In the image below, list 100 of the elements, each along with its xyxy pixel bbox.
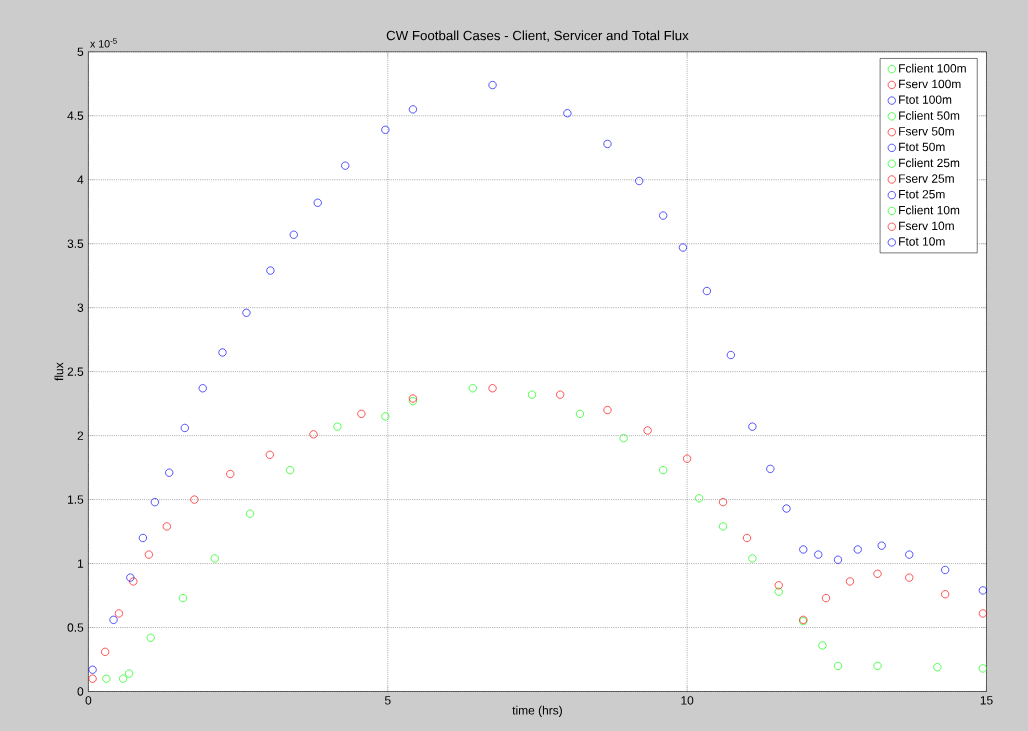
point: [774, 587, 783, 596]
point: [799, 545, 808, 554]
point: [742, 533, 752, 542]
point: [845, 577, 855, 586]
y-axis-title: flux: [54, 362, 64, 381]
point: [528, 390, 537, 399]
point: [683, 454, 692, 463]
point: [190, 495, 199, 504]
point: [933, 662, 942, 672]
point: [905, 573, 914, 582]
point: [488, 384, 497, 393]
point: [619, 433, 628, 443]
legend-label: Fserv 100m: [899, 79, 961, 89]
point: [109, 615, 118, 624]
point: [165, 468, 174, 477]
x-tick-label: 0: [85, 696, 92, 705]
point: [702, 286, 711, 295]
y-tick-label: 5: [77, 47, 84, 56]
point: [313, 198, 322, 207]
point: [873, 661, 882, 670]
point: [718, 497, 728, 507]
point: [198, 384, 207, 393]
point: [575, 409, 584, 418]
point: [748, 422, 757, 431]
point: [603, 139, 612, 148]
x-tick-label: 10: [681, 696, 694, 705]
point: [659, 465, 668, 475]
point: [286, 465, 295, 475]
point: [125, 669, 134, 678]
point: [468, 384, 477, 393]
y-tick-label: 3: [77, 303, 84, 312]
chart-title: CW Football Cases - Client, Servicer and Total Flux: [386, 30, 689, 42]
text: x 10$^{-5}$: [90, 38, 117, 48]
point: [978, 609, 987, 618]
point: [210, 554, 219, 563]
point: [873, 569, 882, 578]
y-tick-label: 3.5: [67, 239, 84, 248]
y-tick-label: 2: [77, 431, 84, 440]
point: [877, 541, 886, 550]
point: [114, 609, 123, 618]
y-tick-label: 4.5: [67, 111, 84, 120]
y-tick-label: 1.5: [68, 495, 84, 504]
point: [162, 522, 171, 531]
point: [782, 504, 791, 513]
point: [246, 509, 255, 518]
legend-label: Ftot 10m: [899, 237, 945, 246]
point: [941, 590, 950, 599]
legend-label: Fserv 50m: [899, 126, 954, 136]
point: [748, 554, 757, 563]
point: [129, 577, 138, 586]
point: [88, 674, 97, 683]
point: [718, 522, 728, 531]
y-tick-label: 1: [77, 559, 84, 568]
point: [408, 105, 417, 114]
point: [242, 308, 251, 317]
point: [309, 430, 318, 439]
point: [341, 161, 350, 170]
point: [265, 450, 274, 459]
legend-label: Fclient 25m: [899, 158, 960, 167]
point: [150, 497, 159, 507]
point: [774, 581, 783, 590]
legend-label: Ftot 100m: [899, 95, 952, 104]
point: [635, 176, 644, 185]
point: [178, 593, 188, 602]
point: [941, 565, 950, 574]
legend-label: Fclient 10m: [899, 205, 960, 215]
point: [119, 674, 128, 683]
point: [978, 586, 987, 595]
point: [88, 665, 97, 674]
point: [226, 469, 235, 478]
point: [818, 641, 827, 650]
legend-label: Ftot 25m: [899, 189, 945, 199]
x-tick-label: 15: [980, 696, 993, 705]
point: [381, 125, 390, 134]
point: [289, 230, 298, 239]
point: [146, 633, 155, 642]
legend-label: Fclient 100m: [899, 63, 966, 73]
point: [603, 405, 612, 414]
point: [218, 348, 227, 357]
legend-label: Fclient 50m: [899, 110, 960, 120]
legend-label: Ftot 50m: [899, 142, 945, 151]
point: [138, 533, 147, 542]
point: [144, 550, 153, 559]
x-axis-title: time (hrs): [512, 705, 562, 717]
point: [101, 647, 110, 656]
point: [726, 350, 735, 359]
point: [978, 664, 987, 673]
point: [659, 211, 668, 220]
point: [333, 422, 342, 431]
point: [821, 593, 831, 602]
point: [126, 573, 135, 582]
point: [678, 243, 687, 252]
point: [266, 266, 275, 275]
point: [695, 494, 704, 503]
point: [102, 674, 111, 683]
point: [643, 426, 652, 435]
point: [556, 390, 565, 399]
point: [180, 423, 189, 432]
point: [381, 412, 390, 421]
point: [833, 555, 843, 564]
